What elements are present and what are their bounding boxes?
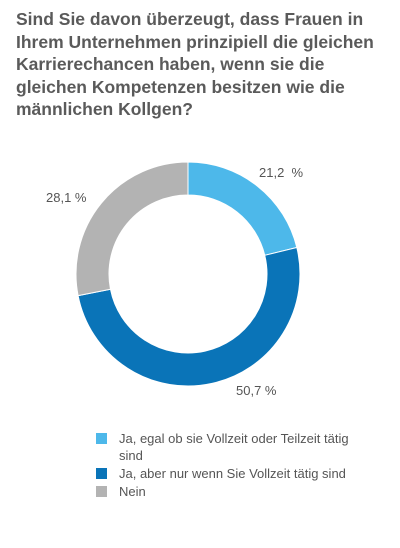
slice-label-3: 28,1 % bbox=[46, 190, 87, 205]
legend-swatch bbox=[96, 433, 107, 444]
legend-item-1: Ja, egal ob sie Vollzeit oder Teilzeit t… bbox=[96, 430, 356, 464]
legend-label: Nein bbox=[119, 484, 146, 499]
donut-slice-2 bbox=[77, 246, 301, 387]
legend-item-3: Nein bbox=[96, 483, 356, 500]
legend-swatch bbox=[96, 486, 107, 497]
legend-label: Ja, egal ob sie Vollzeit oder Teilzeit t… bbox=[119, 431, 349, 463]
chart-title: Sind Sie davon überzeugt, dass Frauen in… bbox=[16, 9, 374, 119]
donut-chart: 21,2 % 50,7 % 28,1 % bbox=[46, 161, 304, 398]
legend-swatch bbox=[96, 468, 107, 479]
slice-label-1: 21,2 % bbox=[259, 165, 304, 180]
legend-label: Ja, aber nur wenn Sie Vollzeit tätig sin… bbox=[119, 466, 346, 481]
legend-item-2: Ja, aber nur wenn Sie Vollzeit tätig sin… bbox=[96, 465, 356, 482]
chart-legend: Ja, egal ob sie Vollzeit oder Teilzeit t… bbox=[96, 430, 356, 501]
donut-slice-3 bbox=[75, 161, 189, 297]
slice-label-2: 50,7 % bbox=[236, 383, 277, 398]
